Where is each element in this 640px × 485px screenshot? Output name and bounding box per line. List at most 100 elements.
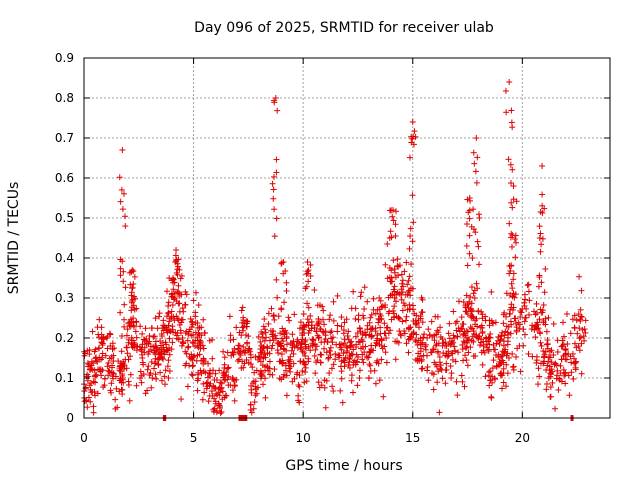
data-point xyxy=(229,349,236,356)
data-point xyxy=(460,338,467,345)
data-point xyxy=(411,310,418,317)
data-point xyxy=(285,314,292,321)
data-point xyxy=(579,326,586,333)
data-point xyxy=(334,328,341,335)
y-tick-label: 0.1 xyxy=(55,371,74,385)
data-point xyxy=(291,311,298,318)
data-point xyxy=(305,278,312,285)
data-point xyxy=(113,385,120,392)
data-point xyxy=(93,357,100,364)
data-point xyxy=(509,204,516,211)
data-point xyxy=(163,341,170,348)
data-point xyxy=(489,365,496,372)
data-point xyxy=(448,339,455,346)
data-point xyxy=(177,275,184,282)
data-point xyxy=(458,372,465,379)
data-point xyxy=(425,377,432,384)
data-point xyxy=(314,302,321,309)
data-point xyxy=(173,256,180,263)
data-point xyxy=(569,316,576,323)
data-point xyxy=(399,289,406,296)
data-point xyxy=(531,326,538,333)
data-point xyxy=(499,357,506,364)
data-point xyxy=(197,367,204,374)
data-point xyxy=(217,410,224,417)
data-point xyxy=(359,338,366,345)
data-point xyxy=(179,316,186,323)
data-point xyxy=(374,306,381,313)
data-point xyxy=(545,358,552,365)
data-point xyxy=(507,267,514,274)
data-point xyxy=(378,304,385,311)
data-point xyxy=(212,370,219,377)
data-point xyxy=(385,330,392,337)
data-point xyxy=(102,352,109,359)
data-point xyxy=(201,389,208,396)
data-point xyxy=(305,355,312,362)
data-point xyxy=(230,336,237,343)
data-point xyxy=(456,298,463,305)
data-point xyxy=(283,330,290,337)
data-point xyxy=(419,339,426,346)
data-point xyxy=(549,379,556,386)
data-point xyxy=(526,297,533,304)
data-point xyxy=(577,318,584,325)
data-point xyxy=(118,186,125,193)
data-point xyxy=(439,336,446,343)
data-point xyxy=(512,232,519,239)
data-point xyxy=(460,357,467,364)
data-point xyxy=(393,298,400,305)
data-point xyxy=(360,359,367,366)
data-point xyxy=(485,348,492,355)
data-point xyxy=(387,207,394,214)
data-point xyxy=(404,281,411,288)
data-point xyxy=(397,332,404,339)
data-point xyxy=(287,368,294,375)
data-point xyxy=(125,378,132,385)
data-point xyxy=(406,154,413,161)
data-point xyxy=(81,398,88,405)
data-point xyxy=(538,309,545,316)
data-point xyxy=(151,365,158,372)
data-point xyxy=(412,321,419,328)
data-point xyxy=(121,301,128,308)
data-point xyxy=(239,324,246,331)
data-point xyxy=(396,262,403,269)
data-point xyxy=(352,361,359,368)
data-point xyxy=(123,332,130,339)
data-point xyxy=(508,107,515,114)
data-point xyxy=(391,283,398,290)
data-point xyxy=(139,359,146,366)
data-point xyxy=(460,299,467,306)
data-point xyxy=(279,325,286,332)
data-point xyxy=(282,268,289,275)
data-point xyxy=(394,262,401,269)
data-point xyxy=(535,325,542,332)
data-point xyxy=(299,368,306,375)
data-point xyxy=(479,361,486,368)
data-point xyxy=(197,338,204,345)
data-point xyxy=(378,336,385,343)
data-point xyxy=(328,365,335,372)
data-point xyxy=(256,354,263,361)
data-point xyxy=(166,318,173,325)
data-point xyxy=(539,202,546,209)
y-axis-label: SRMTID / TECUs xyxy=(6,182,22,295)
data-point xyxy=(281,371,288,378)
data-point xyxy=(168,293,175,300)
data-point xyxy=(119,391,126,398)
data-point xyxy=(96,344,103,351)
data-point xyxy=(547,393,554,400)
data-point xyxy=(325,355,332,362)
data-point xyxy=(570,376,577,383)
data-point xyxy=(571,340,578,347)
data-point xyxy=(150,343,157,350)
data-point xyxy=(332,356,339,363)
data-point xyxy=(571,324,578,331)
data-point xyxy=(390,217,397,224)
data-point xyxy=(129,284,136,291)
data-point xyxy=(454,392,461,399)
data-point xyxy=(219,388,226,395)
data-point xyxy=(489,320,496,327)
data-point xyxy=(206,382,213,389)
